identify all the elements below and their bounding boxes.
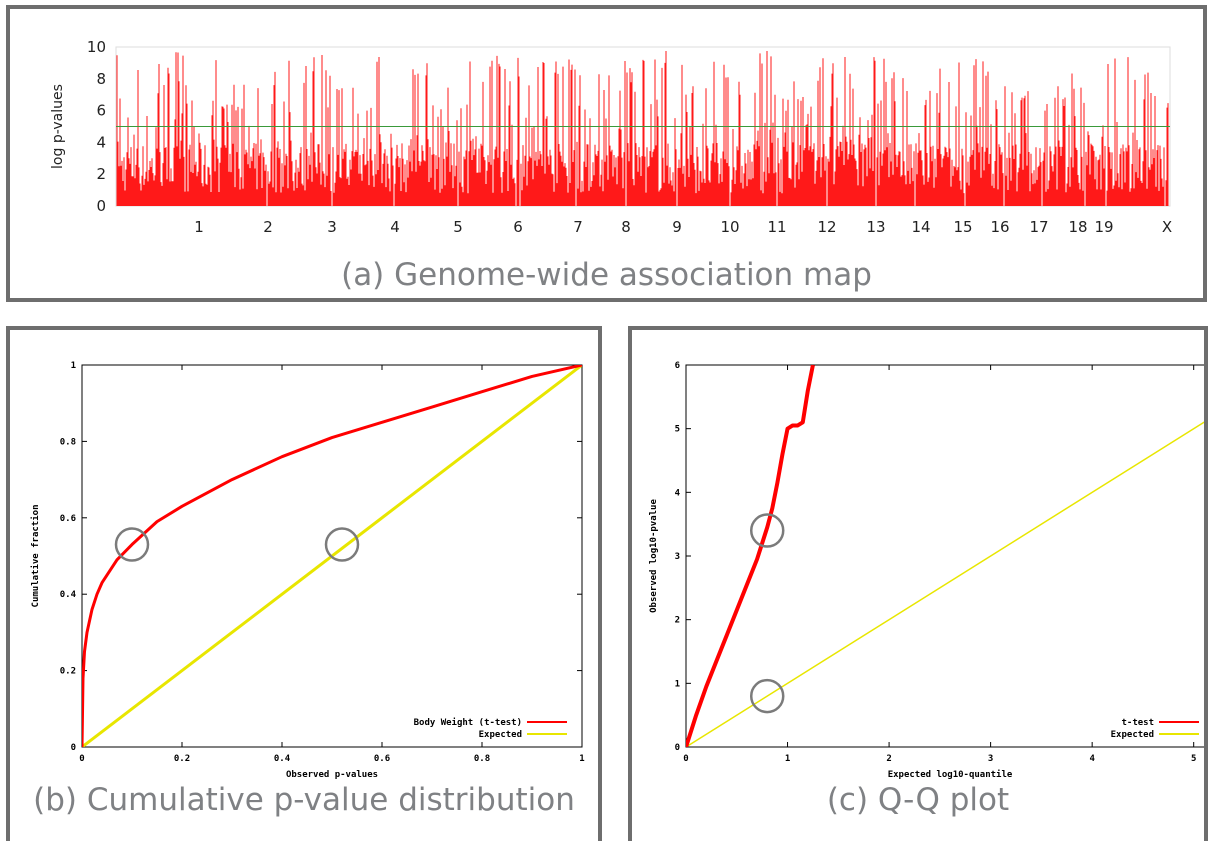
- legend-expected-label: Expected: [1111, 730, 1154, 740]
- x-tick-label: 0: [79, 754, 84, 764]
- y-tick-label: 0.4: [60, 590, 77, 600]
- chromosome-label-13: 13: [866, 218, 885, 236]
- y-tick-label: 4: [675, 488, 681, 498]
- chromosome-label-9: 9: [672, 218, 682, 236]
- x-tick-label: 0.4: [274, 754, 291, 764]
- y-tick-label: 3: [675, 552, 680, 562]
- x-tick-label: 2: [886, 754, 891, 764]
- y-axis-label: Cumulative fraction: [30, 505, 41, 608]
- y-tick-label: 10: [87, 38, 106, 56]
- panel-b-caption: (b) Cumulative p-value distribution: [33, 782, 575, 818]
- chromosome-label-18: 18: [1068, 218, 1087, 236]
- chromosome-label-12: 12: [817, 218, 836, 236]
- x-tick-label: 0.8: [474, 754, 490, 764]
- y-tick-label: 5: [675, 425, 680, 435]
- chromosome-label-4: 4: [390, 218, 400, 236]
- chromosome-label-6: 6: [513, 218, 523, 236]
- chromosome-label-11: 11: [767, 218, 786, 236]
- panel-a-caption: (a) Genome-wide association map: [341, 257, 872, 293]
- chromosome-label-15: 15: [953, 218, 972, 236]
- plot-frame: [685, 364, 1204, 748]
- chromosome-label-16: 16: [990, 218, 1009, 236]
- series-expected-line: [686, 421, 1204, 747]
- y-tick-label: 0: [675, 743, 680, 753]
- x-axis-label: Expected log10-quantile: [888, 769, 1013, 780]
- y-tick-label: 1: [675, 679, 680, 689]
- chromosome-label-8: 8: [621, 218, 631, 236]
- annotation-circle: [324, 527, 360, 562]
- legend-observed-label: Body Weight (t-test): [414, 717, 522, 728]
- x-tick-label: 1: [579, 754, 584, 764]
- legend-expected-label: Expected: [479, 730, 522, 740]
- y-tick-label: 0.8: [60, 437, 76, 447]
- y-tick-label: 0.6: [60, 514, 76, 524]
- x-tick-label: 0.2: [174, 754, 190, 764]
- chromosome-label-14: 14: [911, 218, 930, 236]
- y-tick-label: 2: [96, 165, 106, 183]
- chromosome-label-19: 19: [1094, 218, 1113, 236]
- y-tick-label: 0.2: [60, 667, 76, 677]
- y-tick-label: 0: [71, 743, 76, 753]
- y-tick-label: 8: [96, 70, 106, 88]
- y-tick-label: 2: [675, 616, 680, 626]
- y-axis-label: log p-values: [50, 84, 66, 169]
- annotation-circle: [749, 678, 785, 714]
- annotation-circle: [749, 513, 785, 548]
- x-tick-label: 0.6: [374, 754, 390, 764]
- chromosome-label-17: 17: [1029, 218, 1048, 236]
- cumulative-plot: 0 0.2 0.4 0.6 0.8 1 0 0.2 0.4 0.6 0.8 1 Observed p-v…: [30, 361, 585, 780]
- x-tick-label: 3: [988, 754, 993, 764]
- qq-plot-panel: 0 1 2 3 4 5 0 1 2 3 4 5 6 Expected log10-quantile Obse…: [628, 326, 1208, 841]
- chromosome-label-1: 1: [194, 218, 204, 236]
- chromosome-label-X: X: [1162, 218, 1172, 236]
- series-observed-line: [686, 365, 815, 747]
- y-tick-label: 1: [71, 361, 76, 371]
- legend-observed-label: t-test: [1121, 718, 1154, 728]
- chromosome-label-3: 3: [327, 218, 337, 236]
- y-tick-label: 6: [675, 361, 680, 371]
- chromosome-label-5: 5: [453, 218, 463, 236]
- chromosome-label-2: 2: [263, 218, 273, 236]
- qq-plot: 0 1 2 3 4 5 0 1 2 3 4 5 6 Expected log10-quantile Obse…: [649, 361, 1204, 780]
- x-tick-label: 0: [683, 754, 688, 764]
- plot-frame: [81, 364, 583, 748]
- annotation-circle: [114, 527, 150, 562]
- y-tick-label: 0: [96, 197, 106, 215]
- y-tick-label: 4: [96, 133, 106, 151]
- chromosome-label-10: 10: [720, 218, 739, 236]
- y-axis-label: Observed log10-pvalue: [649, 499, 659, 613]
- y-tick-label: 6: [96, 102, 106, 120]
- x-tick-label: 4: [1089, 754, 1095, 764]
- association-bar-series: [116, 51, 1169, 206]
- chromosome-label-7: 7: [573, 218, 583, 236]
- x-tick-label: 5: [1191, 754, 1196, 764]
- x-tick-label: 1: [785, 754, 790, 764]
- association-bars: [116, 51, 1169, 206]
- panel-c-caption: (c) Q-Q plot: [826, 782, 1010, 818]
- genome-wide-association-panel: log p-values 0 2 4 6 8 10 1 2 3 4 5 6 7 8 9 10 11 12 13 14 15…: [6, 5, 1207, 302]
- x-axis-label: Observed p-values: [286, 770, 378, 780]
- cumulative-distribution-panel: 0 0.2 0.4 0.6 0.8 1 0 0.2 0.4 0.6 0.8 1 Observed p-v…: [6, 326, 602, 841]
